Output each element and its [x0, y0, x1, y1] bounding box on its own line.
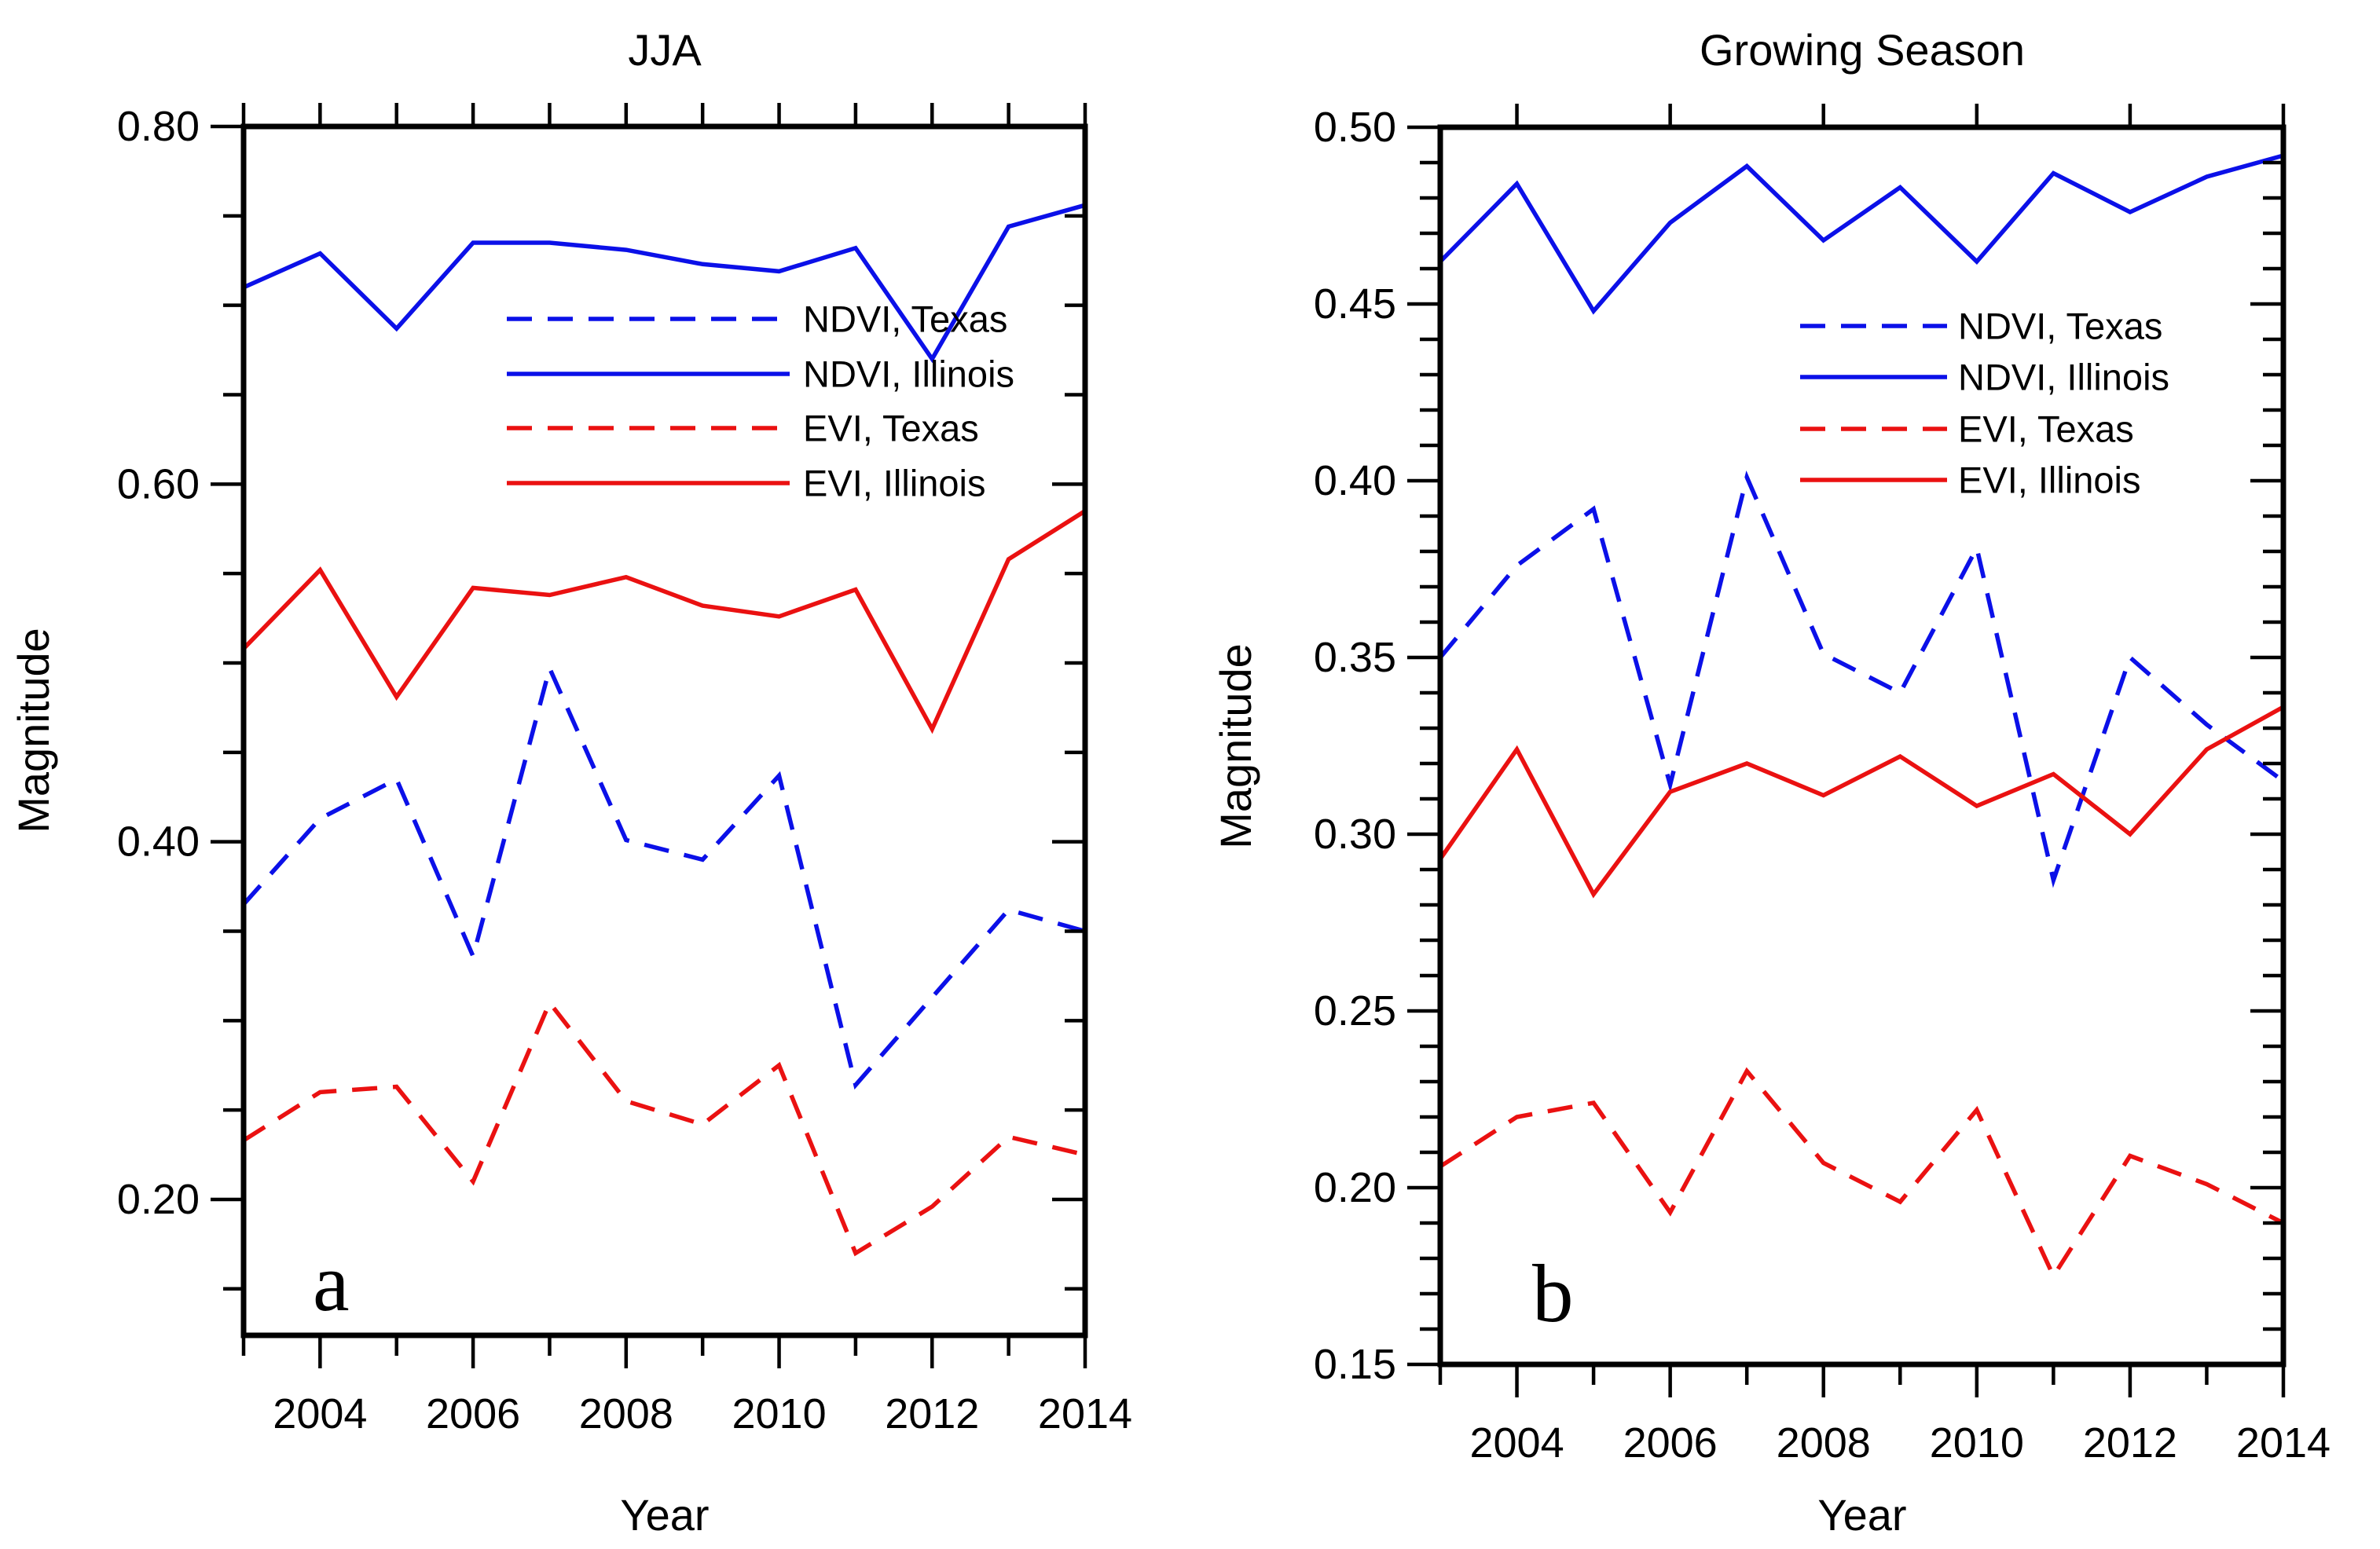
legend-label: EVI, Texas [1958, 408, 2134, 450]
x-axis-tick-label: 2006 [426, 1390, 520, 1437]
y-axis-tick-label: 0.20 [117, 1176, 200, 1223]
x-axis-tick-label: 2014 [2236, 1419, 2330, 1467]
series-line-evi-texas [242, 998, 1086, 1257]
x-axis-tick-label: 2012 [885, 1390, 979, 1437]
x-axis-tick-label: 2004 [273, 1390, 367, 1437]
y-axis-tick-label: 0.25 [1314, 987, 1396, 1034]
series-line-ndvi-texas [1438, 470, 2285, 888]
panel-a-plot: 0.80 0.60 0.40 0.20 2004 2006 2008 2010 2012 2014… [117, 103, 1132, 1437]
y-axis-tick-label: 0.60 [117, 460, 200, 507]
x-axis-tick-label: 2010 [732, 1390, 826, 1437]
series-line-evi-illinois [242, 509, 1087, 734]
panel-a-title: JJA [628, 25, 702, 75]
series-line-ndvi-illinois [242, 203, 1086, 364]
series-line-evi-texas [1439, 1067, 2285, 1281]
panel-b-ylabel: Magnitude [1211, 643, 1260, 849]
legend-label: EVI, Illinois [803, 463, 985, 504]
series-line-ndvi-illinois [1439, 153, 2284, 315]
x-axis-tick-label: 2004 [1469, 1419, 1564, 1467]
legend-label: NDVI, Texas [803, 298, 1007, 340]
x-axis-tick-label: 2008 [579, 1390, 673, 1437]
y-axis-tick-label: 0.15 [1314, 1341, 1396, 1388]
legend-label: EVI, Texas [803, 408, 979, 449]
y-axis-tick-label: 0.50 [1314, 104, 1396, 151]
x-axis-tick-label: 2006 [1623, 1419, 1718, 1467]
legend-label: NDVI, Texas [1958, 306, 2162, 347]
legend-label: NDVI, Illinois [803, 353, 1014, 395]
legend-label: EVI, Illinois [1958, 460, 2140, 501]
y-axis-tick-label: 0.80 [117, 103, 200, 150]
x-axis-tick-label: 2008 [1777, 1419, 1871, 1467]
x-axis-tick-label: 2014 [1038, 1390, 1132, 1437]
panel-b-plot: 0.50 0.45 0.40 0.35 0.30 0.25 0.20 0.15 2004 2006… [1314, 104, 2330, 1467]
legend-label: NDVI, Illinois [1958, 357, 2169, 398]
panel-b-letter: b [1532, 1247, 1574, 1339]
y-axis-tick-label: 0.20 [1314, 1164, 1396, 1211]
y-axis-tick-label: 0.30 [1314, 811, 1396, 858]
panel-a-letter: a [313, 1236, 350, 1328]
series-line-evi-illinois [1438, 705, 2285, 899]
panel-b-title: Growing Season [1700, 25, 2025, 75]
y-axis-tick-label: 0.40 [117, 818, 200, 866]
x-axis-tick-label: 2012 [2083, 1419, 2177, 1467]
series-line-ndvi-texas [241, 661, 1086, 1090]
panel-a-ylabel: Magnitude [9, 628, 58, 833]
y-axis-tick-label: 0.40 [1314, 457, 1396, 504]
x-axis-tick-label: 2010 [1930, 1419, 2024, 1467]
axis-box [1437, 124, 2286, 1368]
y-axis-tick-label: 0.45 [1314, 280, 1396, 328]
panel-b-xlabel: Year [1817, 1490, 1906, 1540]
y-axis-tick-label: 0.35 [1314, 634, 1396, 681]
panel-a-xlabel: Year [620, 1490, 709, 1540]
axis-box [240, 123, 1088, 1338]
